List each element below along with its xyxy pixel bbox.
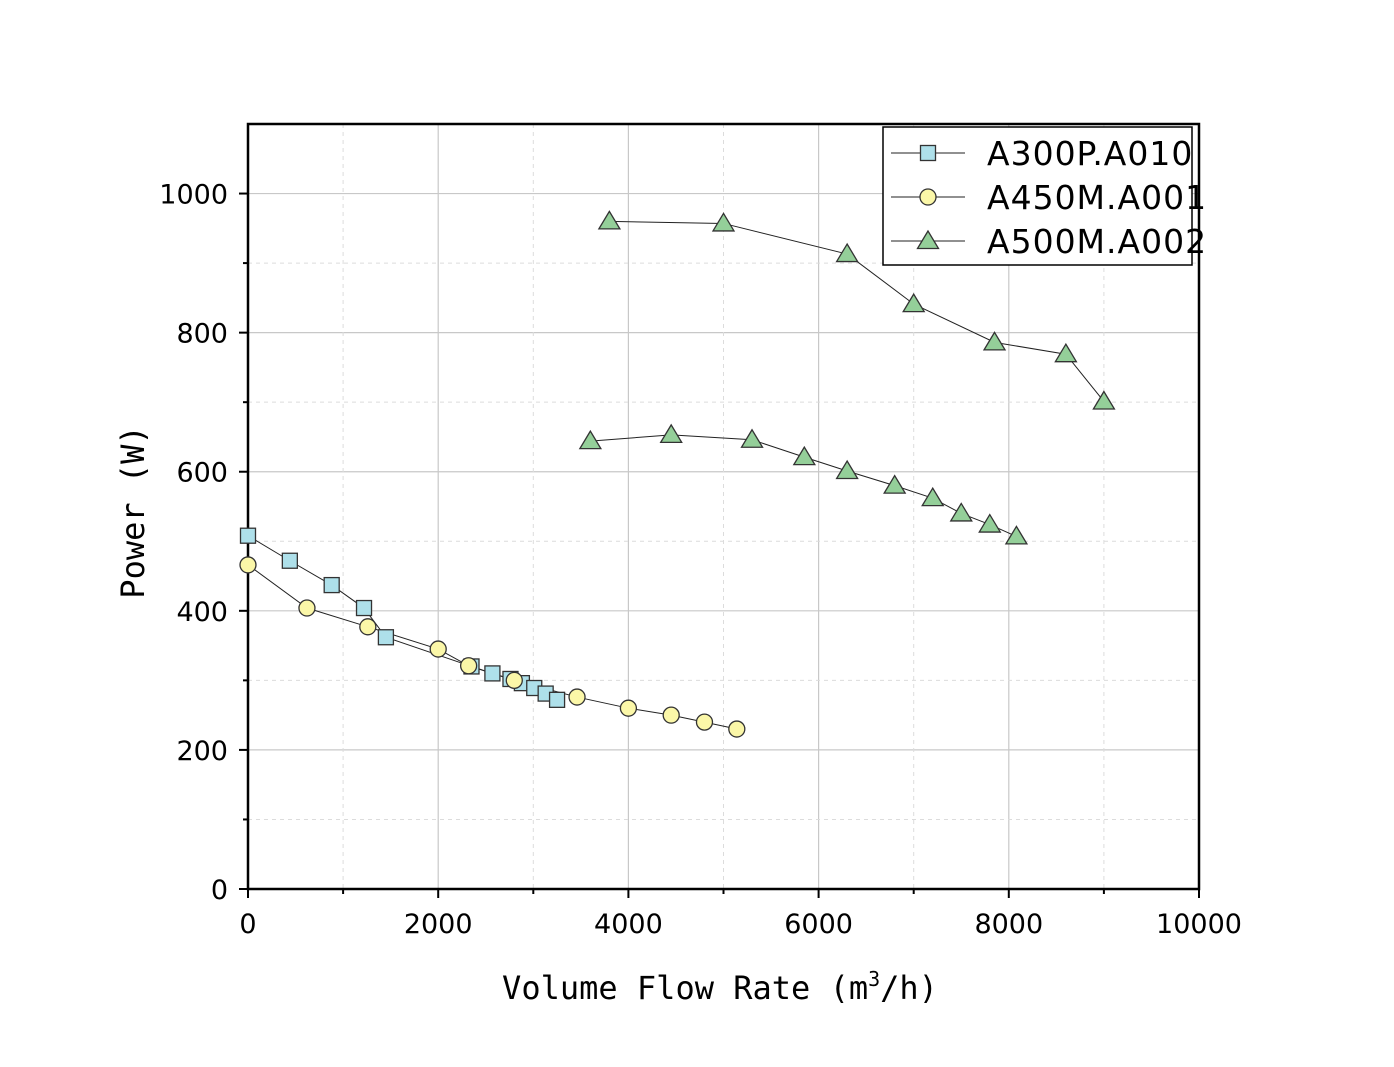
data-point: [359, 618, 377, 636]
grid-lines: [248, 124, 1199, 889]
data-point: [1004, 525, 1029, 545]
tick-labels: 0 2000 4000 6000 8000 10000 0 200 400 600 800 1000: [159, 180, 1242, 940]
legend-label: A450M.A001: [987, 178, 1207, 217]
x-tick-label: 8000: [974, 909, 1043, 940]
data-point: [711, 212, 736, 232]
data-point: [298, 599, 316, 617]
y-tick-label: 400: [176, 597, 228, 628]
x-tick-label: 4000: [594, 909, 663, 940]
data-point: [902, 292, 926, 313]
legend: A300P.A010 A450M.A001 A500M.A002: [882, 126, 1207, 266]
y-axis-title: Power (W): [114, 425, 152, 598]
data-point: [1092, 390, 1116, 410]
x-axis-title: Volume Flow Rate (m3/h): [502, 967, 938, 1007]
data-point: [377, 629, 395, 646]
data-point: [921, 486, 945, 507]
data-point: [323, 576, 340, 594]
series-line: [590, 434, 1017, 537]
legend-marker: [919, 188, 937, 206]
data-point: [740, 428, 764, 448]
data-point: [1054, 342, 1078, 363]
data-point: [484, 665, 501, 682]
data-point: [429, 640, 447, 658]
data-point: [662, 706, 680, 724]
data-point: [978, 513, 1002, 533]
series-line: [247, 564, 737, 730]
data-point: [728, 720, 746, 738]
data-point: [239, 527, 257, 544]
x-tick-label: 0: [239, 909, 256, 940]
data-point: [949, 502, 973, 522]
data-point: [459, 657, 478, 675]
data-point: [597, 210, 622, 230]
data-point: [695, 713, 714, 731]
data-point: [659, 423, 683, 444]
data-point: [281, 552, 298, 569]
legend-marker: [919, 144, 937, 162]
series-lines: [247, 220, 1105, 730]
x-tick-label: 2000: [404, 909, 473, 940]
data-point: [548, 691, 566, 708]
data-point: [355, 599, 373, 617]
y-tick-label: 200: [176, 736, 228, 767]
legend-label: A500M.A002: [987, 222, 1207, 261]
data-point: [578, 429, 603, 450]
data-point: [883, 474, 907, 494]
y-tick-label: 600: [176, 458, 228, 489]
data-point: [982, 331, 1007, 351]
y-tick-label: 1000: [159, 180, 228, 211]
data-point: [505, 671, 523, 690]
legend-marker: [916, 229, 940, 250]
y-tick-label: 0: [211, 875, 228, 906]
y-tick-label: 800: [176, 319, 228, 350]
data-point: [835, 459, 859, 480]
x-tick-label: 6000: [784, 909, 853, 940]
series-markers: [239, 210, 1116, 738]
legend-label: A300P.A010: [987, 134, 1193, 173]
data-point: [568, 688, 586, 706]
axes: [239, 122, 1201, 898]
x-tick-label: 10000: [1156, 909, 1242, 940]
data-point: [239, 556, 257, 574]
data-point: [835, 242, 859, 263]
data-point: [792, 445, 816, 466]
data-point: [619, 699, 638, 717]
